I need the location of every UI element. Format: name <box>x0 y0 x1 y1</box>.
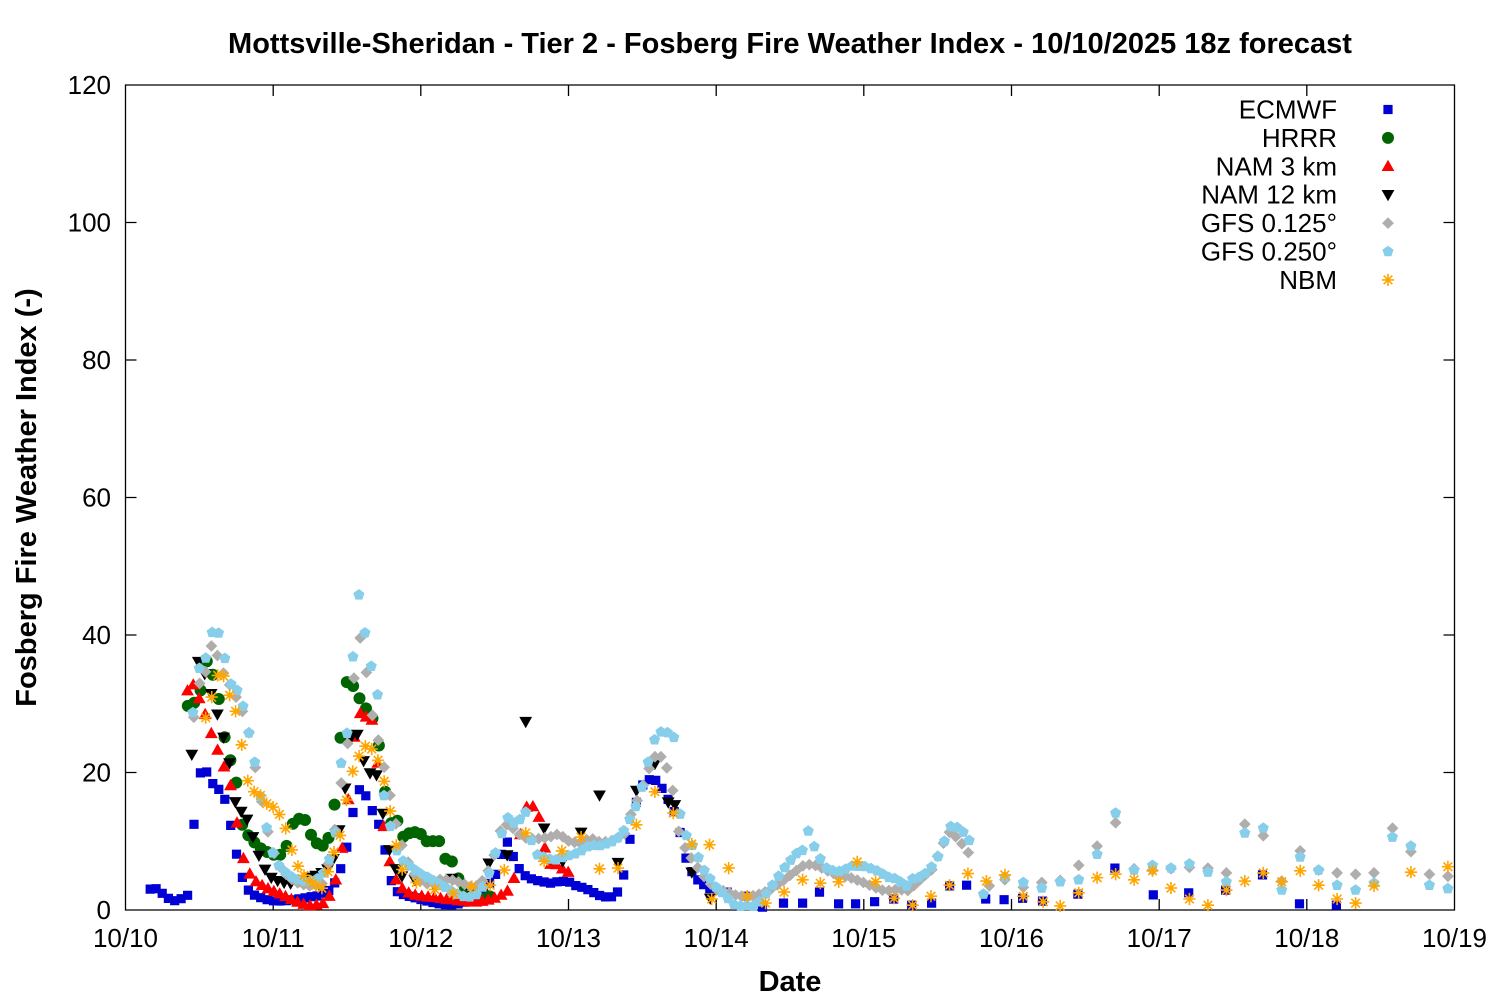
svg-text:80: 80 <box>82 345 111 375</box>
svg-text:10/19: 10/19 <box>1422 923 1487 953</box>
svg-text:Date: Date <box>759 966 822 998</box>
svg-text:10/16: 10/16 <box>979 923 1044 953</box>
svg-text:10/14: 10/14 <box>684 923 749 953</box>
svg-text:NAM 12 km: NAM 12 km <box>1201 180 1337 210</box>
svg-text:100: 100 <box>68 208 111 238</box>
svg-text:10/10: 10/10 <box>93 923 158 953</box>
svg-text:NBM: NBM <box>1279 265 1337 295</box>
svg-text:HRRR: HRRR <box>1262 123 1337 153</box>
svg-text:ECMWF: ECMWF <box>1239 95 1337 125</box>
svg-text:20: 20 <box>82 758 111 788</box>
svg-text:NAM 3 km: NAM 3 km <box>1216 151 1337 181</box>
svg-text:40: 40 <box>82 620 111 650</box>
svg-text:10/17: 10/17 <box>1127 923 1192 953</box>
svg-text:10/18: 10/18 <box>1274 923 1339 953</box>
svg-text:10/12: 10/12 <box>388 923 453 953</box>
svg-text:10/15: 10/15 <box>831 923 896 953</box>
svg-text:0: 0 <box>97 895 111 925</box>
svg-text:120: 120 <box>68 70 111 100</box>
svg-text:10/13: 10/13 <box>536 923 601 953</box>
svg-text:Fosberg Fire Weather Index (-): Fosberg Fire Weather Index (-) <box>11 288 43 706</box>
svg-text:Mottsville-Sheridan - Tier 2 -: Mottsville-Sheridan - Tier 2 - Fosberg F… <box>228 28 1352 60</box>
svg-text:60: 60 <box>82 483 111 513</box>
svg-text:10/11: 10/11 <box>242 923 305 953</box>
svg-text:GFS 0.250°: GFS 0.250° <box>1201 237 1337 267</box>
svg-text:GFS 0.125°: GFS 0.125° <box>1201 208 1337 238</box>
